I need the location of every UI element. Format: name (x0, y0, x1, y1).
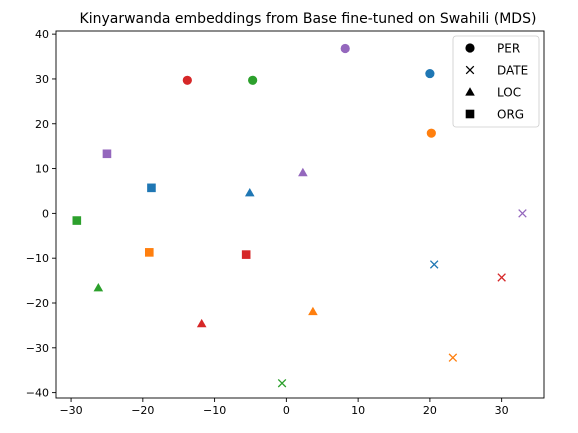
legend-box (452, 35, 540, 128)
x-tick-label: 0 (283, 404, 290, 417)
chart-title: Kinyarwanda embeddings from Base fine-tu… (80, 11, 537, 27)
data-point-triangle (196, 318, 207, 328)
data-point-square (147, 183, 156, 193)
x-tick-label: −10 (203, 404, 226, 417)
x-tick-label: −30 (59, 404, 82, 417)
y-tick-label: −30 (26, 342, 49, 355)
x-tick-label: 20 (423, 404, 437, 417)
y-tick-label: 20 (35, 118, 49, 131)
x-tick-label: −20 (131, 404, 154, 417)
x-tick-label: 10 (351, 404, 365, 417)
data-point-triangle (93, 282, 104, 292)
data-point-x (448, 353, 458, 362)
data-point-x (429, 260, 439, 269)
data-point-triangle (244, 187, 255, 197)
data-point-circle (340, 43, 350, 54)
data-point-circle (425, 68, 435, 79)
legend-marker-x (465, 65, 475, 75)
legend-label: LOC (497, 86, 521, 100)
legend-marker-square (465, 109, 475, 119)
y-tick-label: 40 (35, 28, 49, 41)
data-point-x (277, 378, 287, 388)
data-point-circle (426, 128, 436, 138)
legend-marker-circle (465, 43, 475, 53)
data-point-square (102, 149, 112, 159)
data-point-triangle (298, 167, 308, 177)
data-point-circle (182, 75, 192, 85)
legend: PER DATE LOC ORG (452, 35, 540, 128)
legend-label: PER (497, 42, 520, 56)
y-tick-label: 10 (35, 163, 49, 176)
legend-label: ORG (497, 108, 524, 122)
data-point-square (72, 216, 82, 225)
y-tick-label: 0 (42, 207, 49, 220)
y-tick-label: 30 (35, 73, 49, 86)
axes: −30 −20 −10 0 10 20 30 −40 −30 −20 −10 0 10 20 30 40 (26, 28, 545, 417)
y-tick-label: −20 (26, 297, 49, 310)
data-points (72, 43, 527, 388)
data-point-x (518, 209, 527, 218)
data-point-triangle (308, 306, 318, 316)
y-tick-label: −40 (26, 387, 49, 400)
data-point-square (241, 250, 251, 259)
legend-label: DATE (497, 64, 528, 78)
data-point-square (144, 248, 154, 257)
x-tick-label: 30 (495, 404, 509, 417)
plot-frame (55, 30, 545, 399)
data-point-x (497, 273, 506, 282)
legend-marker-triangle (465, 87, 475, 96)
data-point-circle (248, 75, 258, 85)
y-tick-label: −10 (26, 252, 49, 265)
